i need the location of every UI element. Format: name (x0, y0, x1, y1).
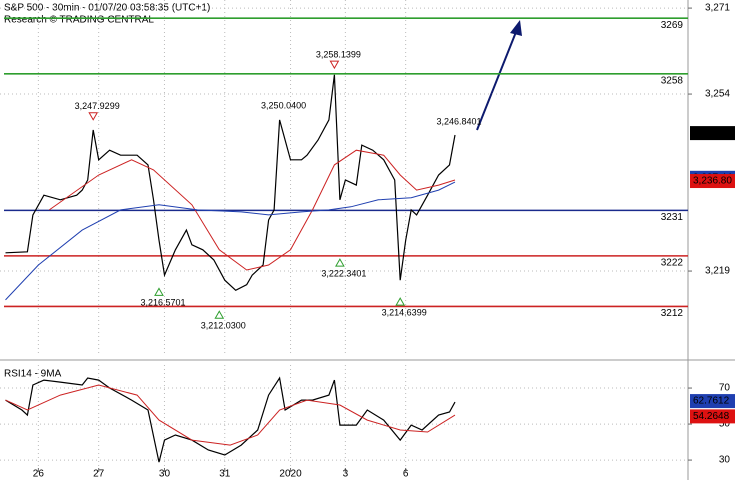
high-marker (88, 112, 99, 121)
price-tag-label: 3,246.28 (693, 128, 732, 139)
chart-title: S&P 500 - 30min - 01/07/20 03:58:35 (UTC… (4, 3, 210, 14)
series-line (5, 376, 456, 463)
price-tag-label: 62.7612 (693, 396, 730, 407)
x-tick-label: 26 (33, 469, 45, 480)
annotation-label: 3,222.3401 (321, 269, 366, 279)
y-tick-label: 3,271 (705, 3, 730, 14)
series-line (49, 149, 456, 271)
annotation-label: 3,214.6399 (382, 307, 427, 317)
price-tag (690, 409, 735, 424)
x-tick-label: 2020 (279, 469, 302, 480)
series-line (5, 181, 456, 301)
level-label: 3231 (661, 212, 684, 223)
forecast-arrow-head (510, 20, 522, 36)
annotation-label: 3,247.9299 (75, 101, 120, 111)
high-marker (329, 60, 340, 70)
y-tick-label: 50 (719, 419, 731, 430)
forecast-arrow (476, 31, 517, 131)
series-line (5, 74, 456, 292)
chart-subtitle: Research © TRADING CENTRAL (4, 15, 154, 26)
level-label: 3212 (661, 308, 684, 319)
low-marker (335, 258, 345, 267)
y-tick-label: 3,254 (705, 89, 730, 100)
level-label: 3222 (661, 258, 684, 269)
level-label: 3269 (661, 20, 684, 31)
series-line (5, 384, 456, 446)
x-tick-label: 30 (159, 469, 171, 480)
y-tick-label: 70 (719, 383, 731, 394)
annotation-label: 3,212.0300 (201, 321, 246, 331)
price-tag-label: 3,236.80 (693, 176, 732, 187)
x-tick-label: 31 (219, 469, 231, 480)
x-tick-label: 6 (403, 469, 409, 480)
price-tag (690, 394, 735, 409)
y-tick-label: 30 (719, 455, 731, 466)
annotation-label: 3,216.5701 (140, 298, 185, 308)
annotation-label: 3,246.8401 (436, 117, 481, 127)
y-tick-label: 3,219 (705, 266, 730, 277)
rsi-title: RSI14 - 9MA (4, 369, 62, 380)
annotation-label: 3,250.0400 (261, 100, 306, 110)
price-tag (690, 174, 735, 189)
price-tag (690, 126, 735, 141)
low-marker (214, 310, 225, 319)
annotation-label: 3,258.1399 (316, 49, 361, 59)
level-label: 3258 (661, 75, 684, 86)
price-tag-label: 54.2648 (693, 411, 730, 422)
low-marker (395, 297, 406, 306)
x-tick-label: 27 (93, 469, 105, 480)
low-marker (154, 287, 164, 296)
x-tick-label: 3 (343, 469, 349, 480)
